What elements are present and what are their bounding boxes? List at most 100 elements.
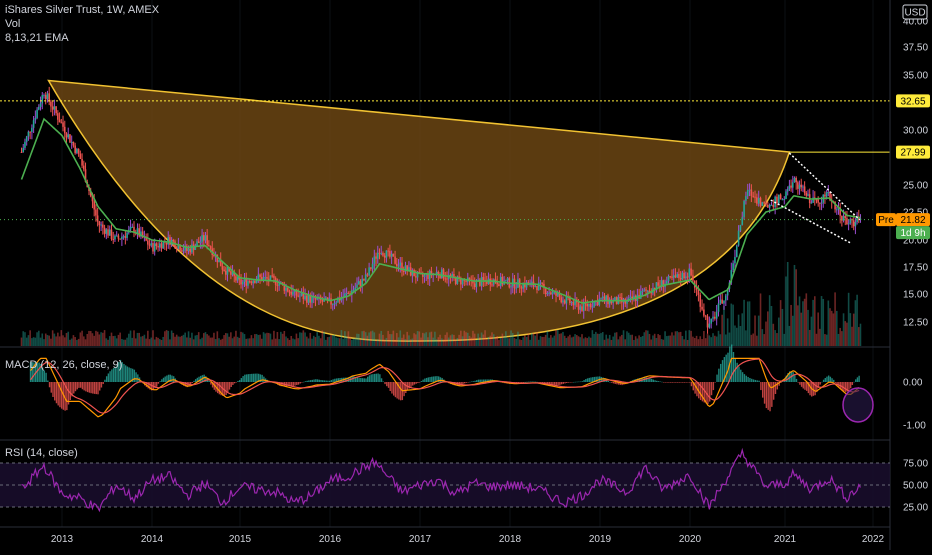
candle-body [326, 297, 329, 300]
candle-body [406, 265, 408, 271]
macd-hist-bar [588, 377, 590, 382]
macd-hist-bar [99, 382, 101, 391]
ema-legend[interactable]: 8,13,21 EMA [5, 32, 69, 44]
macd-hist-bar [429, 377, 431, 382]
volume-bar [213, 332, 215, 346]
volume-bar [351, 339, 353, 346]
candle-body [715, 311, 718, 319]
macd-hist-bar [771, 382, 773, 407]
volume-bar [856, 294, 858, 346]
chart-legend: iShares Silver Trust, 1W, AMEX Vol 8,13,… [5, 3, 159, 45]
macd-legend[interactable]: MACD (12, 26, close, 9) [5, 359, 123, 371]
candle-body [408, 267, 410, 271]
macd-hist-bar [399, 382, 402, 401]
candle-body [297, 295, 299, 297]
candle-body [340, 297, 343, 301]
volume-bar [231, 338, 234, 346]
volume-bar [187, 331, 190, 346]
macd-hist-bar [377, 373, 379, 382]
macd-hist-bar [609, 381, 611, 383]
candle-body [603, 296, 606, 301]
time-axis-ticks: 2013 2014 2015 2016 2017 2018 2019 2020 2021 2022 [51, 534, 885, 545]
volume-bar [152, 330, 154, 346]
candle-body [475, 280, 478, 288]
candle-body [768, 204, 771, 208]
volume-bar [352, 338, 355, 346]
candle-body [330, 298, 332, 305]
volume-bar [402, 334, 405, 346]
volume-bar [638, 335, 640, 346]
macd-hist-bar [673, 382, 675, 383]
volume-bar [859, 323, 862, 346]
macd-hist-bar [38, 362, 40, 382]
candle-body [363, 278, 365, 281]
macd-hist-bar [477, 379, 480, 382]
macd-hist-bar [707, 382, 709, 404]
candle-body [453, 274, 455, 278]
macd-hist-bar [354, 376, 357, 382]
candle-body [152, 243, 154, 252]
macd-hist-bar [43, 370, 46, 382]
macd-hist-bar [135, 372, 137, 382]
candle-body [91, 196, 94, 202]
rsi-legend[interactable]: RSI (14, close) [5, 447, 78, 459]
volume-bar [389, 334, 391, 346]
volume-bar [532, 333, 535, 346]
volume-bar [629, 334, 632, 346]
volume-bar [626, 331, 628, 346]
volume-bar [666, 336, 668, 346]
candle-body [737, 230, 740, 246]
candle-body [84, 169, 87, 182]
macd-hist-bar [216, 382, 219, 394]
candle-body [182, 250, 185, 252]
macd-hist-bar [529, 381, 532, 383]
volume-bar [95, 330, 97, 346]
macd-hist-bar [147, 382, 149, 389]
volume-bar [27, 335, 30, 346]
candle-body [439, 274, 441, 278]
volume-bar [783, 333, 786, 346]
candle-body [93, 201, 95, 210]
volume-bar [112, 336, 115, 346]
volume-legend[interactable]: Vol [5, 18, 21, 30]
macd-highlight-circle [842, 387, 874, 423]
currency-badge[interactable] [902, 4, 928, 20]
macd-hist-bar [166, 375, 168, 382]
macd-hist-bar [73, 382, 75, 394]
candle-body [359, 281, 362, 287]
macd-hist-bar [339, 377, 341, 382]
candle-body [723, 300, 725, 304]
macd-hist-bar [467, 382, 469, 383]
time-tick-label: 2021 [774, 534, 797, 545]
candle-body [141, 231, 144, 238]
candle-body [857, 217, 860, 220]
volume-bar [805, 293, 808, 346]
candle-body [67, 134, 70, 138]
candle-body [726, 288, 729, 296]
candle-body [347, 292, 350, 294]
macd-hist-bar [763, 382, 766, 404]
macd-hist-bar [112, 368, 115, 382]
macd-hist-bar [844, 382, 847, 392]
volume-bar [511, 333, 514, 346]
volume-bar [140, 336, 142, 346]
candle-body [271, 275, 273, 277]
macd-hist-bar [105, 376, 108, 382]
macd-hist-bar [479, 379, 481, 382]
macd-hist-bar [453, 382, 455, 386]
macd-hist-bar [109, 371, 111, 382]
candle-body [536, 285, 538, 291]
volume-bar [672, 335, 675, 346]
candle-body [397, 265, 400, 267]
candle-body [763, 202, 765, 204]
volume-bar [170, 330, 173, 346]
macd-hist-bar [614, 382, 616, 384]
candle-body [655, 282, 658, 291]
candle-body [264, 277, 267, 279]
symbol-title[interactable]: iShares Silver Trust, 1W, AMEX [5, 4, 160, 16]
macd-hist-bar [545, 382, 547, 385]
candle-body [427, 273, 429, 279]
candle-body [50, 101, 52, 107]
